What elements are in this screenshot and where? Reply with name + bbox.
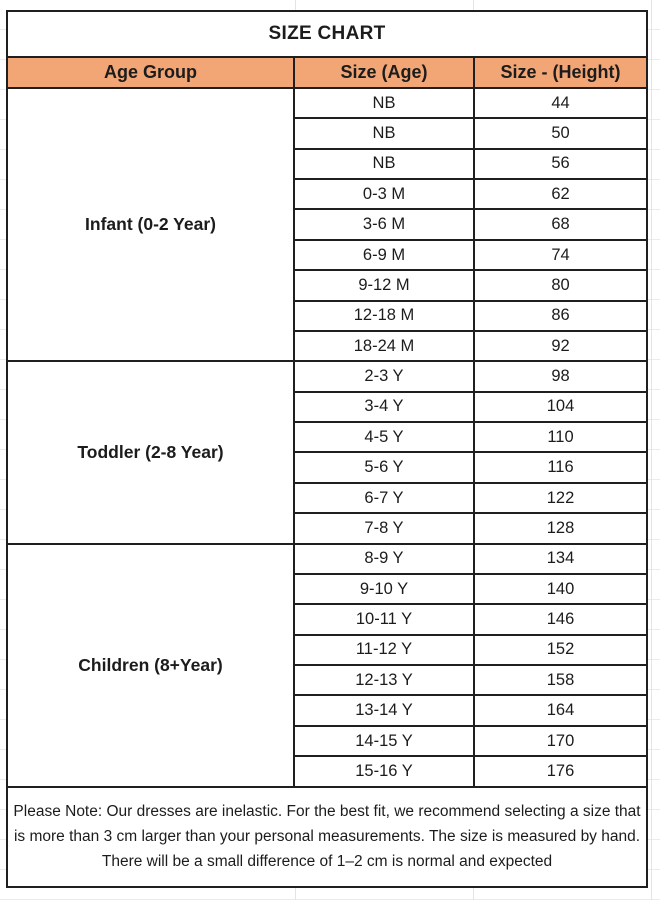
table-row: 4-5 Y 110 [7,421,649,454]
table-row: NB 50 [7,117,649,150]
size-age-cell: 13-14 Y [293,694,475,727]
table-row: Infant (0-2 Year) NB 44 [6,86,649,363]
size-height-cell: 74 [472,238,649,272]
size-age-cell: 4-5 Y [293,421,475,454]
size-age-cell: 10-11 Y [293,603,475,636]
size-age-cell: 6-9 M [293,238,475,272]
column-header-size-height: Size - (Height) [472,55,649,89]
size-age-cell: 18-24 M [293,329,475,363]
size-height-cell: 56 [472,147,649,181]
size-height-cell: 170 [472,724,649,758]
size-height-cell: 146 [472,603,649,636]
table-row: NB 56 [7,147,649,181]
table-row: 15-16 Y 176 [7,755,649,788]
size-height-cell: 152 [472,633,649,667]
page-title: SIZE CHART [5,10,649,58]
column-header-size-age: Size (Age) [293,55,475,89]
size-age-cell: 7-8 Y [293,512,475,545]
table-row: 3-4 Y 104 [7,390,649,424]
age-group-cell: Toddler (2-8 Year) [6,360,295,545]
note-text: Please Note: Our dresses are inelastic. … [5,785,649,889]
size-height-cell: 44 [472,86,649,120]
table-row: 6-7 Y 122 [7,481,649,515]
size-age-cell: 3-6 M [293,208,475,241]
size-age-cell: 12-13 Y [293,664,475,697]
size-height-cell: 50 [472,117,649,150]
size-height-cell: 86 [472,299,649,332]
table-row: 6-9 M 74 [7,238,649,272]
size-age-cell: 15-16 Y [293,755,475,788]
column-header-age-group: Age Group [6,55,295,89]
note-row: Please Note: Our dresses are inelastic. … [5,785,649,889]
table-row: 14-15 Y 170 [7,724,649,758]
size-age-cell: 5-6 Y [293,451,475,484]
table-row: 10-11 Y 146 [7,603,649,636]
size-height-cell: 80 [472,269,649,302]
size-age-cell: 0-3 M [293,178,475,211]
size-age-cell: 6-7 Y [293,481,475,515]
size-age-cell: NB [293,117,475,150]
size-age-cell: NB [293,86,475,120]
size-height-cell: 110 [472,421,649,454]
size-chart-table: SIZE CHART Age Group Size (Age) Size - (… [5,10,649,889]
size-height-cell: 122 [472,481,649,515]
size-age-cell: NB [293,147,475,181]
size-table-body: SIZE CHART Age Group Size (Age) Size - (… [5,10,649,788]
size-height-cell: 128 [472,512,649,545]
table-row: 9-10 Y 140 [7,572,649,606]
table-row: 11-12 Y 152 [7,633,649,667]
table-row: 7-8 Y 128 [7,512,649,545]
table-row: Toddler (2-8 Year) 2-3 Y 98 [6,360,649,545]
size-age-cell: 11-12 Y [293,633,475,667]
size-age-cell: 3-4 Y [293,390,475,424]
size-age-cell: 2-3 Y [293,360,475,393]
size-age-cell: 14-15 Y [293,724,475,758]
size-age-cell: 12-18 M [293,299,475,332]
size-height-cell: 140 [472,572,649,606]
size-age-cell: 9-12 M [293,269,475,302]
size-height-cell: 164 [472,694,649,727]
age-group-cell: Children (8+Year) [6,542,295,788]
table-row: 13-14 Y 164 [7,694,649,727]
size-height-cell: 92 [472,329,649,363]
note-section: Please Note: Our dresses are inelastic. … [5,785,649,889]
size-height-cell: 116 [472,451,649,484]
size-height-cell: 62 [472,178,649,211]
table-row: 12-18 M 86 [7,299,649,332]
size-height-cell: 158 [472,664,649,697]
size-height-cell: 134 [472,542,649,575]
size-age-cell: 8-9 Y [293,542,475,575]
table-row: 0-3 M 62 [7,178,649,211]
size-height-cell: 98 [472,360,649,393]
size-height-cell: 176 [472,755,649,788]
spreadsheet-gridline-vertical [651,0,652,900]
table-row: Children (8+Year) 8-9 Y 134 [6,542,649,788]
table-row: 18-24 M 92 [7,329,649,363]
title-row: SIZE CHART [5,10,649,58]
table-row: 9-12 M 80 [7,269,649,302]
table-row: 3-6 M 68 [7,208,649,241]
header-row: Age Group Size (Age) Size - (Height) [6,55,649,89]
size-height-cell: 68 [472,208,649,241]
age-group-cell: Infant (0-2 Year) [6,86,295,363]
size-age-cell: 9-10 Y [293,572,475,606]
size-height-cell: 104 [472,390,649,424]
table-row: 5-6 Y 116 [7,451,649,484]
table-row: 12-13 Y 158 [7,664,649,697]
